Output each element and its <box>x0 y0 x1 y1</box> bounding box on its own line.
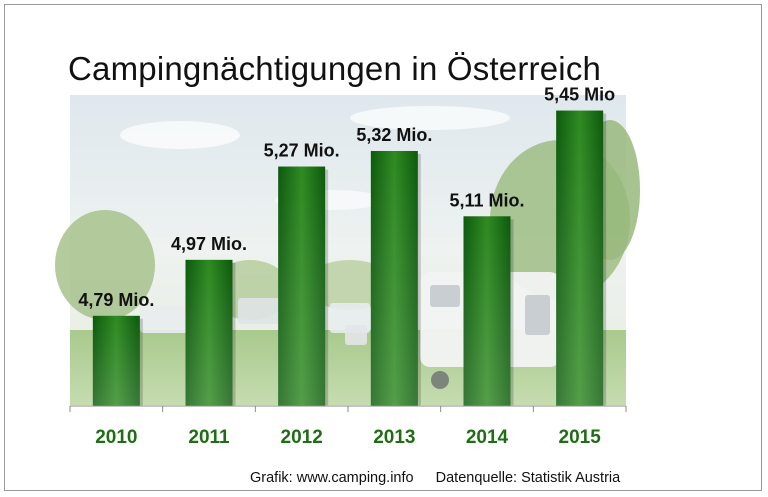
bar-highlight-2011 <box>185 259 233 406</box>
value-label-2012: 5,27 Mio. <box>264 141 340 161</box>
bars-group <box>92 110 607 407</box>
data-source: Datenquelle: Statistik Austria <box>435 470 621 486</box>
bar-highlight-2012 <box>278 166 326 406</box>
chart-title: Campingnächtigungen in Österreich <box>68 50 602 87</box>
bar-highlight-2014 <box>463 216 511 406</box>
value-label-2010: 4,79 Mio. <box>78 290 154 310</box>
bar-highlight-2010 <box>92 315 140 406</box>
bar-highlight-2013 <box>370 150 418 406</box>
value-label-2014: 5,11 Mio. <box>449 190 524 210</box>
x-tick-label-2013: 2013 <box>373 427 415 448</box>
chart-source: Grafik: www.camping.info Datenquelle: St… <box>250 470 620 486</box>
value-label-2015: 5,45 Mio <box>544 85 615 105</box>
x-tick-label-2011: 2011 <box>188 427 230 448</box>
grafik-credit: Grafik: www.camping.info <box>250 470 414 486</box>
x-tick-label-2010: 2010 <box>95 427 137 448</box>
x-axis: 2010 2011 2012 2013 2014 2015 <box>69 405 627 448</box>
x-tick-label-2012: 2012 <box>281 427 323 448</box>
x-tick-label-2014: 2014 <box>466 427 509 448</box>
bar-highlight-2015 <box>556 110 604 407</box>
value-labels-group: 4,79 Mio. 4,97 Mio. 5,27 Mio. 5,32 Mio. 5,11… <box>78 85 615 310</box>
x-tick-label-2015: 2015 <box>559 427 602 448</box>
value-label-2013: 5,32 Mio. <box>356 125 432 145</box>
value-label-2011: 4,97 Mio. <box>171 234 247 254</box>
